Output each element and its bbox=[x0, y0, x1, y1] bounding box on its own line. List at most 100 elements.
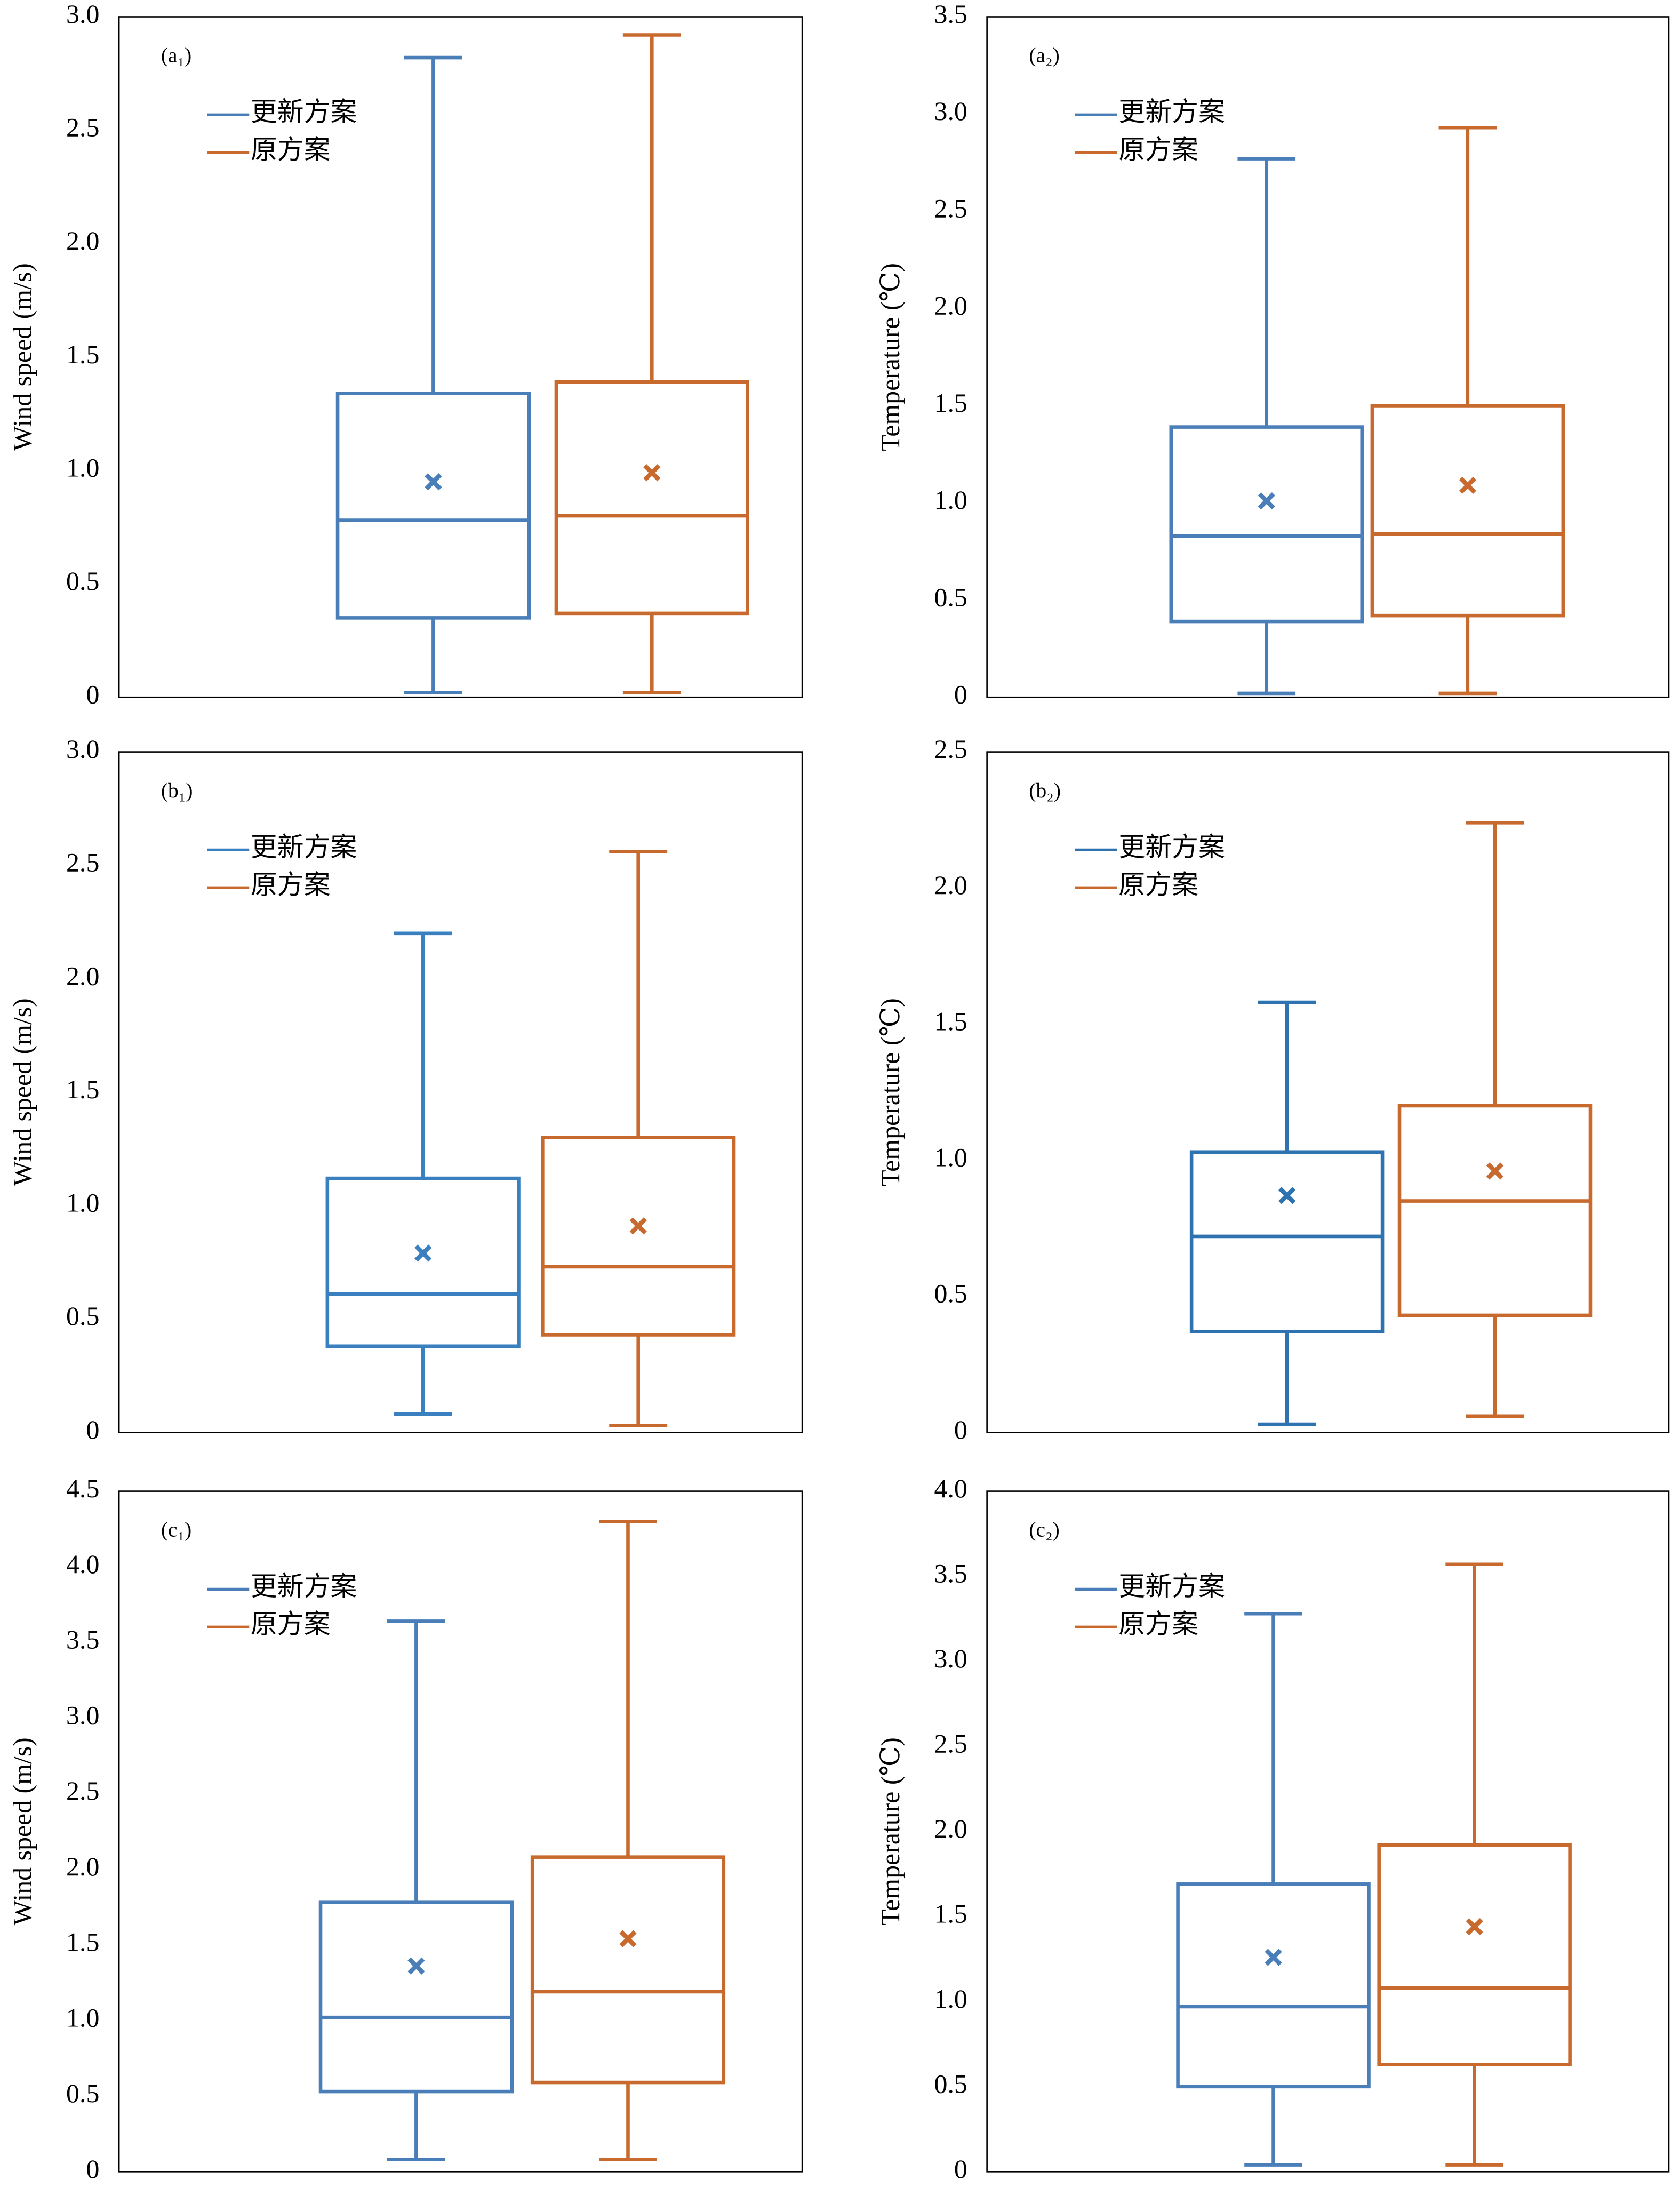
plot-frame bbox=[118, 1490, 803, 2173]
box bbox=[1397, 1104, 1593, 1317]
y-axis-label: Wind speed (m/s) bbox=[8, 263, 37, 451]
mean-marker bbox=[1265, 1949, 1282, 1966]
y-tick-label: 0.5 bbox=[934, 2069, 967, 2098]
mean-marker bbox=[1466, 1918, 1483, 1936]
y-axis-label: Temperature (℃) bbox=[876, 1737, 905, 1926]
mean-marker bbox=[629, 1217, 647, 1235]
panel-label: (a₁) bbox=[161, 44, 191, 67]
mean-marker bbox=[1459, 476, 1476, 494]
y-tick-label: 2.0 bbox=[934, 291, 967, 321]
y-tick-label: 1.0 bbox=[66, 1188, 99, 1218]
legend-label: 更新方案 bbox=[251, 98, 357, 127]
y-tick-label: 1.0 bbox=[934, 1143, 967, 1172]
box bbox=[325, 1176, 521, 1348]
y-tick-label: 2.0 bbox=[66, 1852, 99, 1881]
y-tick-label: 3.0 bbox=[934, 97, 967, 126]
y-tick-label: 1.0 bbox=[934, 1984, 967, 2014]
y-tick-label: 0 bbox=[954, 2154, 967, 2184]
panel-label: (a₂) bbox=[1029, 44, 1059, 67]
mean-marker bbox=[407, 1957, 425, 1975]
y-tick-label: 3.0 bbox=[66, 1700, 99, 1730]
y-tick-label: 0 bbox=[86, 2154, 99, 2184]
y-tick-label: 0.5 bbox=[66, 1301, 99, 1331]
y-axis-label: Temperature (℃) bbox=[876, 998, 905, 1186]
mean-marker bbox=[1258, 492, 1275, 510]
box bbox=[335, 392, 531, 620]
y-tick-label: 2.5 bbox=[66, 848, 99, 877]
box bbox=[318, 1900, 514, 2094]
y-tick-label: 2.0 bbox=[66, 226, 99, 255]
y-tick-label: 0.5 bbox=[66, 2079, 99, 2108]
mean-marker bbox=[1278, 1187, 1296, 1204]
mean-marker bbox=[619, 1930, 637, 1947]
plot-frame bbox=[118, 751, 803, 1433]
legend-label: 更新方案 bbox=[1118, 98, 1225, 127]
legend-label: 更新方案 bbox=[1118, 1572, 1225, 1601]
legend-label: 原方案 bbox=[251, 135, 331, 165]
legend-label: 原方案 bbox=[251, 871, 331, 900]
box bbox=[554, 380, 749, 616]
legend-label: 更新方案 bbox=[1118, 833, 1225, 862]
legend-label: 原方案 bbox=[1118, 871, 1198, 900]
plot-frame bbox=[986, 751, 1670, 1433]
y-tick-label: 4.0 bbox=[934, 1474, 967, 1503]
y-tick-label: 4.5 bbox=[66, 1474, 99, 1503]
plot-frame bbox=[986, 1490, 1670, 2173]
legend-label: 原方案 bbox=[1118, 135, 1198, 165]
y-tick-label: 3.0 bbox=[66, 734, 99, 764]
y-tick-label: 2.5 bbox=[934, 1729, 967, 1758]
y-tick-label: 2.5 bbox=[66, 1776, 99, 1806]
y-tick-label: 2.5 bbox=[934, 734, 967, 764]
y-axis-label: Temperature (℃) bbox=[876, 263, 905, 451]
mean-marker bbox=[414, 1244, 432, 1262]
y-tick-label: 0 bbox=[86, 680, 99, 709]
y-tick-label: 3.5 bbox=[934, 0, 967, 29]
y-tick-label: 2.0 bbox=[934, 1814, 967, 1843]
panel-label: (b₂) bbox=[1029, 779, 1061, 802]
mean-marker bbox=[643, 464, 661, 482]
y-tick-label: 2.0 bbox=[66, 961, 99, 991]
mean-marker bbox=[1486, 1162, 1504, 1180]
y-tick-label: 0 bbox=[954, 680, 967, 709]
y-tick-label: 1.5 bbox=[66, 1928, 99, 1957]
y-tick-label: 1.0 bbox=[66, 453, 99, 482]
y-tick-label: 0 bbox=[954, 1415, 967, 1444]
panel-label: (b₁) bbox=[161, 779, 193, 802]
box bbox=[1176, 1882, 1371, 2089]
legend-label: 原方案 bbox=[1118, 1610, 1198, 1639]
box bbox=[1169, 425, 1364, 624]
y-tick-label: 3.5 bbox=[66, 1625, 99, 1655]
y-tick-label: 1.0 bbox=[66, 2003, 99, 2032]
y-tick-label: 4.0 bbox=[66, 1550, 99, 1579]
panel-label: (c₁) bbox=[161, 1518, 191, 1542]
y-tick-label: 2.5 bbox=[934, 194, 967, 223]
box bbox=[530, 1855, 726, 2085]
panel-label: (c₂) bbox=[1029, 1518, 1059, 1542]
legend-label: 原方案 bbox=[251, 1610, 331, 1639]
legend-label: 更新方案 bbox=[251, 1572, 357, 1601]
y-tick-label: 3.0 bbox=[66, 0, 99, 29]
box bbox=[1377, 1843, 1572, 2066]
y-tick-label: 2.0 bbox=[934, 871, 967, 900]
y-tick-label: 1.5 bbox=[934, 388, 967, 418]
legend-label: 更新方案 bbox=[251, 833, 357, 862]
y-tick-label: 0.5 bbox=[934, 1279, 967, 1308]
y-axis-label: Wind speed (m/s) bbox=[8, 1737, 37, 1925]
plot-frame bbox=[986, 16, 1670, 698]
y-axis-label: Wind speed (m/s) bbox=[8, 998, 37, 1186]
y-tick-label: 1.5 bbox=[934, 1899, 967, 1928]
y-tick-label: 0.5 bbox=[66, 566, 99, 596]
box bbox=[1370, 404, 1565, 618]
box bbox=[1189, 1150, 1385, 1333]
y-tick-label: 3.5 bbox=[934, 1559, 967, 1588]
plot-frame bbox=[118, 16, 803, 698]
y-tick-label: 0.5 bbox=[934, 582, 967, 612]
mean-marker bbox=[425, 473, 442, 491]
